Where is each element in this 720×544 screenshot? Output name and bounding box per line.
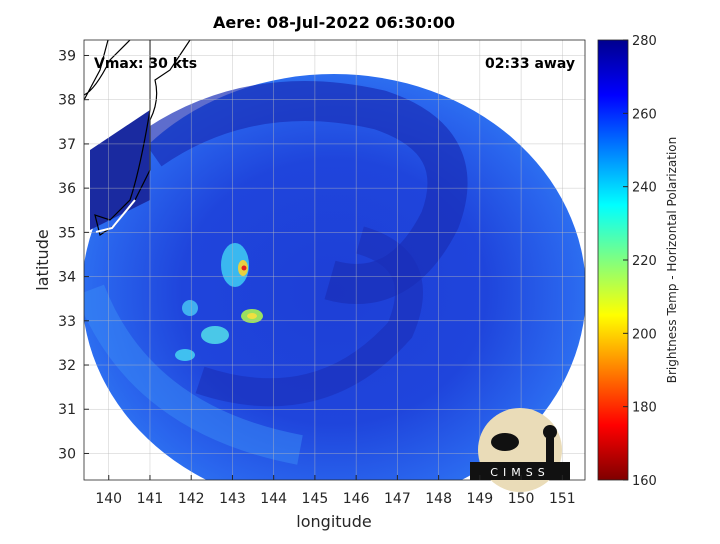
x-tick-label: 151: [549, 491, 576, 507]
y-axis-label: latitude: [33, 229, 52, 290]
x-tick-label: 149: [466, 491, 493, 507]
chart-title: Aere: 08-Jul-2022 06:30:00: [213, 13, 455, 32]
x-tick-label: 143: [219, 491, 246, 507]
y-tick-label: 33: [58, 314, 76, 330]
y-tick-label: 31: [58, 402, 76, 418]
colorbar-tick-label: 240: [632, 181, 657, 196]
colorbar-tick-label: 200: [632, 327, 657, 342]
x-tick-label: 141: [137, 491, 164, 507]
colorbar-tick-label: 260: [632, 107, 657, 122]
y-tick-label: 32: [58, 358, 76, 374]
colorbar-tick-label: 180: [632, 401, 657, 416]
plot-frame: [83, 39, 586, 481]
logo-text: CIMSS: [490, 466, 549, 479]
y-tick-label: 36: [58, 181, 76, 197]
colorbar-tick-label: 160: [632, 474, 657, 489]
y-tick-label: 37: [58, 137, 76, 153]
y-tick-label: 39: [58, 48, 76, 64]
x-tick-label: 144: [260, 491, 287, 507]
x-tick-label: 145: [302, 491, 329, 507]
x-tick-label: 146: [343, 491, 370, 507]
annotation: Vmax: 30 kts: [94, 56, 197, 72]
y-tick-label: 35: [58, 225, 76, 241]
logo: CIMSS: [470, 408, 570, 492]
y-tick-label: 30: [58, 446, 76, 462]
x-axis-label: longitude: [296, 512, 371, 531]
x-tick-label: 147: [384, 491, 411, 507]
annotation: 02:33 away: [485, 56, 575, 72]
x-tick-label: 142: [178, 491, 205, 507]
colorbar-tick-label: 220: [632, 254, 657, 269]
colorbar-tick-label: 280: [632, 34, 657, 49]
x-tick-label: 150: [508, 491, 535, 507]
satellite-image: [84, 40, 585, 480]
y-tick-label: 38: [58, 93, 76, 109]
x-tick-label: 148: [425, 491, 452, 507]
x-tick-label: 140: [95, 491, 122, 507]
colorbar-label: Brightness Temp - Horizontal Polarizatio…: [665, 137, 679, 384]
y-tick-label: 34: [58, 270, 76, 286]
